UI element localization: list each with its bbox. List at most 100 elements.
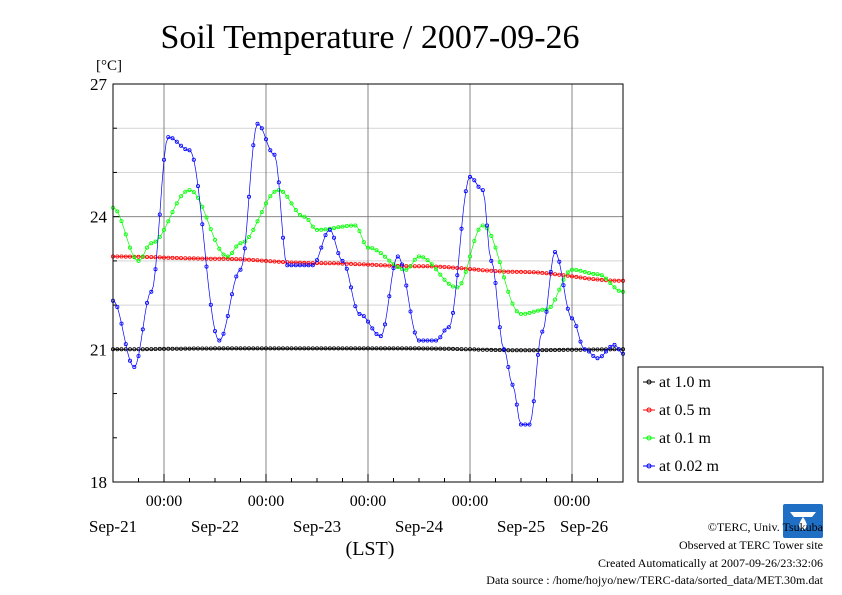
legend-label: at 0.5 m — [659, 402, 712, 419]
y-tick-labels: 18 21 24 27 — [90, 75, 120, 492]
series-point — [463, 269, 468, 274]
series-point — [319, 227, 324, 232]
series-point — [446, 325, 451, 330]
series-point — [276, 180, 281, 185]
series-point — [204, 346, 209, 351]
series-point — [442, 328, 447, 333]
series-point — [476, 227, 481, 232]
x-tick-label: 00:00 — [452, 493, 488, 510]
series-point — [251, 227, 256, 232]
series-point — [497, 269, 502, 274]
series-point — [276, 346, 281, 351]
series-point — [144, 300, 149, 305]
series-point — [200, 346, 205, 351]
series-point — [255, 346, 260, 351]
series-point — [382, 263, 387, 268]
legend-item: at 0.1 m — [643, 430, 712, 447]
series-point — [353, 304, 358, 309]
series-point — [519, 269, 524, 274]
series-point — [374, 346, 379, 351]
series-point — [336, 261, 341, 266]
series-point — [438, 264, 443, 269]
series-point — [429, 346, 434, 351]
series-point — [553, 347, 558, 352]
x-tick-label: 00:00 — [248, 493, 284, 510]
series-point — [540, 270, 545, 275]
series-point — [238, 241, 243, 246]
terc-logo — [783, 504, 823, 538]
series-point — [595, 347, 600, 352]
x-tick-label: 00:00 — [350, 493, 386, 510]
series-point — [365, 245, 370, 250]
series-point — [225, 346, 230, 351]
series-point — [425, 258, 430, 263]
legend-item: at 1.0 m — [643, 374, 712, 391]
series-point — [421, 255, 426, 260]
y-tick-label: 27 — [90, 75, 108, 94]
series-point — [357, 262, 362, 267]
series-point — [187, 346, 192, 351]
series-point — [519, 422, 524, 427]
series-point — [357, 311, 362, 316]
series-point — [348, 223, 353, 228]
series-4 — [111, 121, 626, 427]
chart-title: Soil Temperature / 2007-09-26 — [160, 19, 579, 56]
series-point — [178, 194, 183, 199]
series-point — [310, 224, 315, 229]
date-label: Sep-26 — [560, 517, 608, 536]
series-point — [293, 263, 298, 268]
series-point — [166, 255, 171, 260]
series-point — [519, 311, 524, 316]
series-point — [217, 256, 222, 261]
series-point — [115, 254, 120, 259]
series-point — [463, 347, 468, 352]
series-point — [297, 260, 302, 265]
series-point — [187, 148, 192, 153]
series-point — [480, 347, 485, 352]
series-point — [446, 281, 451, 286]
series-point — [527, 348, 532, 353]
series-point — [561, 347, 566, 352]
series-point — [608, 347, 613, 352]
series-point — [234, 257, 239, 262]
series-point — [140, 327, 145, 332]
series-point — [570, 267, 575, 272]
series-point — [557, 287, 562, 292]
series-point — [212, 256, 217, 261]
series-point — [310, 261, 315, 266]
series-point — [234, 274, 239, 279]
series-point — [200, 256, 205, 261]
series-point — [378, 346, 383, 351]
series-point — [548, 304, 553, 309]
series-point — [616, 278, 621, 283]
credit-site: Observed at TERC Tower site — [679, 538, 823, 552]
series-point — [404, 283, 409, 288]
series-point — [382, 322, 387, 327]
series-point — [591, 347, 596, 352]
series-point — [234, 244, 239, 249]
series-point — [327, 346, 332, 351]
series-point — [136, 353, 141, 358]
series-point — [183, 256, 188, 261]
series-point — [259, 126, 264, 131]
series-point — [416, 264, 421, 269]
series-point — [429, 262, 434, 267]
series-point — [438, 335, 443, 340]
series-point — [421, 264, 426, 269]
series-point — [161, 227, 166, 232]
series-point — [616, 288, 621, 293]
series-point — [514, 402, 519, 407]
series-point — [553, 249, 558, 254]
series-point — [217, 346, 222, 351]
series-point — [140, 254, 145, 259]
series-point — [446, 265, 451, 270]
series-point — [280, 259, 285, 264]
series-point — [527, 270, 532, 275]
series-point — [561, 283, 566, 288]
date-label: Sep-25 — [497, 517, 545, 536]
series-point — [510, 269, 515, 274]
series-point — [123, 232, 128, 237]
series-point — [319, 346, 324, 351]
series-point — [370, 246, 375, 251]
series-point — [421, 338, 426, 343]
